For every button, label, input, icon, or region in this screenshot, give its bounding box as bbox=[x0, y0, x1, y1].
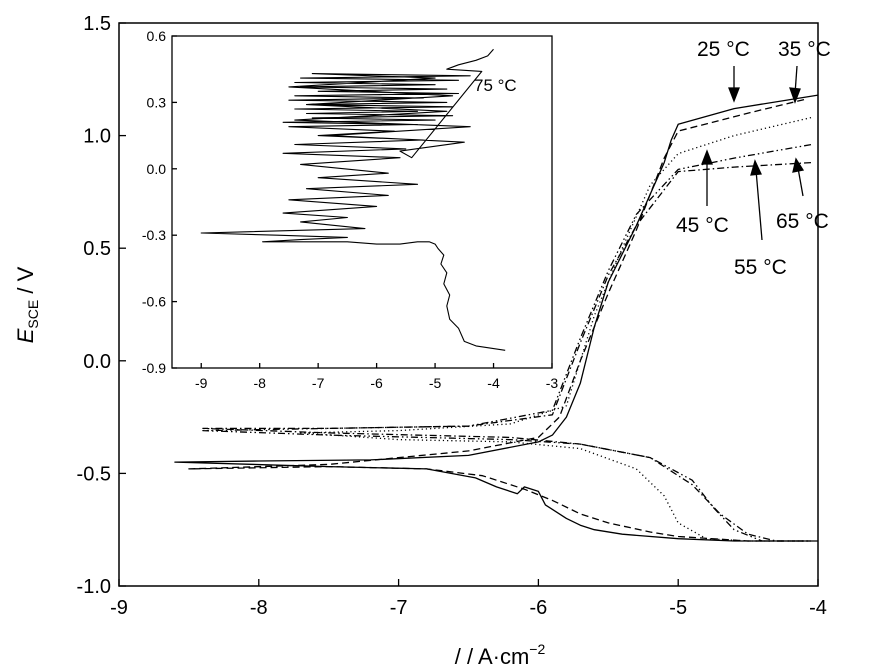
main-plot-frame bbox=[118, 22, 819, 587]
annotation-25c: 25 °C bbox=[697, 38, 750, 61]
inset-x-tick-label: -6 bbox=[370, 375, 383, 391]
y-axis-label-symbol: E bbox=[13, 328, 38, 343]
arrow-25c-head bbox=[728, 87, 740, 103]
main-x-tick-label: -7 bbox=[390, 597, 408, 619]
arrow-55c bbox=[755, 169, 763, 241]
arrow-65c-head bbox=[792, 157, 805, 173]
x-axis-label-text: / A·cm bbox=[461, 644, 529, 668]
inset-tick-labels: -9 -8 -7 -6 -5 -4 -3 -0.9 -0.6 -0.3 0.0 0.3 0.6 bbox=[142, 28, 559, 391]
main-x-tick-label: -5 bbox=[669, 597, 687, 619]
inset-axis-ticks bbox=[172, 35, 553, 369]
annotation-arrows bbox=[701, 65, 805, 241]
main-series-group bbox=[174, 94, 819, 542]
main-x-tick-label: -4 bbox=[809, 597, 827, 619]
annotation-35c: 35 °C bbox=[778, 38, 831, 61]
main-tick-labels: -9 -8 -7 -6 -5 -4 -1.0 -0.5 0.0 0.5 1.0 1.5 bbox=[77, 13, 827, 619]
inset-y-tick-label: 0.6 bbox=[147, 28, 167, 44]
inset-annotation-75c: 75 °C bbox=[474, 76, 517, 95]
inset-x-tick-label: -3 bbox=[546, 375, 559, 391]
inset-y-tick-label: -0.3 bbox=[142, 227, 166, 243]
inset-x-tick-label: -9 bbox=[195, 375, 208, 391]
y-axis-label: ESCE / V bbox=[13, 266, 41, 343]
main-y-tick-label: 0.0 bbox=[83, 351, 111, 373]
inset-y-tick-label: -0.6 bbox=[142, 294, 166, 310]
main-y-tick-label: 1.5 bbox=[83, 13, 111, 35]
main-axis-ticks bbox=[118, 22, 819, 587]
inset-y-tick-label: 0.0 bbox=[147, 161, 167, 177]
main-series-line-1 bbox=[174, 94, 819, 542]
arrow-35c-head bbox=[789, 87, 801, 104]
arrow-55c-head bbox=[750, 159, 762, 176]
main-y-tick-label: -0.5 bbox=[77, 463, 111, 485]
main-y-tick-label: -1.0 bbox=[77, 576, 111, 598]
main-x-tick-label: -6 bbox=[530, 597, 548, 619]
annotation-65c: 65 °C bbox=[776, 210, 829, 233]
inset-x-tick-label: -8 bbox=[253, 375, 266, 391]
main-series-line-3 bbox=[300, 116, 812, 542]
arrow-65c bbox=[797, 167, 804, 197]
temperature-annotations: 25 °C 35 °C 45 °C 55 °C 65 °C bbox=[676, 38, 831, 279]
main-series-line-4 bbox=[202, 143, 812, 542]
y-axis-label-unit: / V bbox=[13, 266, 38, 299]
main-series-line-5 bbox=[202, 161, 812, 542]
main-y-tick-label: 1.0 bbox=[83, 126, 111, 148]
inset-y-tick-label: -0.9 bbox=[142, 360, 166, 376]
inset-x-tick-label: -7 bbox=[312, 375, 325, 391]
annotation-45c: 45 °C bbox=[676, 214, 729, 237]
x-axis-label-superscript: −2 bbox=[529, 641, 545, 657]
main-series-line-2 bbox=[188, 98, 805, 542]
main-x-tick-label: -9 bbox=[110, 597, 128, 619]
inset-series-line-1 bbox=[200, 48, 506, 351]
x-axis-label-prefix: / bbox=[455, 644, 462, 668]
x-axis-label: / / A·cm−2 bbox=[455, 641, 546, 668]
inset-x-tick-label: -4 bbox=[487, 375, 500, 391]
inset-series-group bbox=[200, 48, 506, 351]
annotation-55c: 55 °C bbox=[734, 256, 787, 279]
inset-y-tick-label: 0.3 bbox=[147, 94, 167, 110]
main-x-tick-label: -8 bbox=[250, 597, 268, 619]
arrow-45c-head bbox=[701, 149, 713, 165]
main-y-tick-label: 0.5 bbox=[83, 238, 111, 260]
y-axis-label-subscript: SCE bbox=[25, 300, 41, 329]
inset-x-tick-label: -5 bbox=[429, 375, 442, 391]
